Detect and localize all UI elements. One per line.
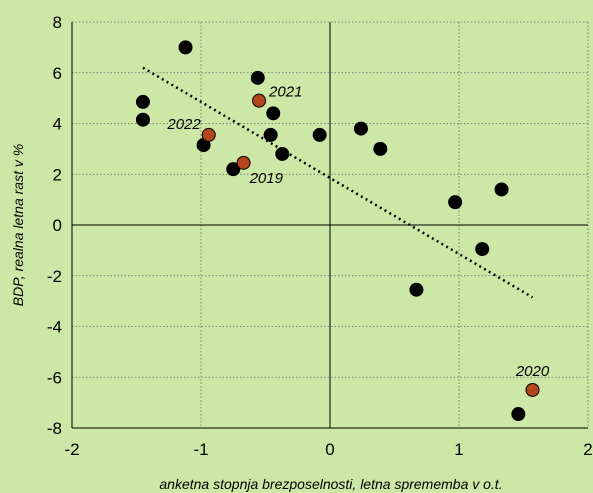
- y-tick-label: 8: [53, 13, 62, 32]
- data-point: [373, 141, 388, 156]
- y-tick-label: 2: [53, 165, 62, 184]
- data-point: [475, 242, 490, 257]
- y-tick-label: -6: [47, 368, 62, 387]
- x-tick-label: 2: [583, 440, 592, 459]
- y-tick-label: 4: [53, 115, 62, 134]
- y-tick-label: -4: [47, 318, 62, 337]
- data-point: [353, 121, 368, 136]
- data-point: [135, 112, 150, 127]
- axes: [71, 22, 588, 429]
- x-tick-label: 0: [325, 440, 334, 459]
- point-label: 2022: [166, 116, 201, 133]
- y-tick-label: 6: [53, 64, 62, 83]
- data-point: [252, 93, 267, 108]
- data-point: [250, 70, 265, 85]
- y-tick-label: -8: [47, 419, 62, 438]
- data-point: [135, 94, 150, 109]
- data-point: [201, 127, 216, 142]
- data-points: [135, 40, 540, 422]
- y-tick-label: 0: [53, 216, 62, 235]
- point-annotations: 2021 2022 2019 2020: [166, 84, 550, 380]
- data-point: [236, 155, 251, 170]
- y-tick-label: -2: [47, 267, 62, 286]
- point-label: 2021: [268, 84, 302, 101]
- point-label: 2020: [515, 363, 550, 380]
- data-point: [511, 407, 526, 422]
- data-point: [525, 382, 540, 397]
- trendline-path: [142, 66, 534, 299]
- x-tick-label: 1: [454, 440, 463, 459]
- data-point: [226, 162, 241, 177]
- data-point: [312, 127, 327, 142]
- trendline: [142, 66, 534, 299]
- data-point: [448, 195, 463, 210]
- data-point: [263, 127, 278, 142]
- tick-labels: -8 -6 -4 -2 0 2 4 6 8 -2 -1 0 1 2: [47, 13, 593, 459]
- y-axis-title: BDP, realna letna rast v %: [10, 144, 26, 306]
- data-point: [275, 146, 290, 161]
- x-axis-title: anketna stopnja brezposelnosti, letna sp…: [159, 476, 502, 492]
- x-tick-label: -1: [193, 440, 208, 459]
- data-point: [409, 282, 424, 297]
- data-point: [494, 182, 509, 197]
- data-point: [266, 106, 281, 121]
- point-label: 2019: [249, 170, 284, 187]
- data-point: [178, 40, 193, 55]
- x-tick-label: -2: [64, 440, 79, 459]
